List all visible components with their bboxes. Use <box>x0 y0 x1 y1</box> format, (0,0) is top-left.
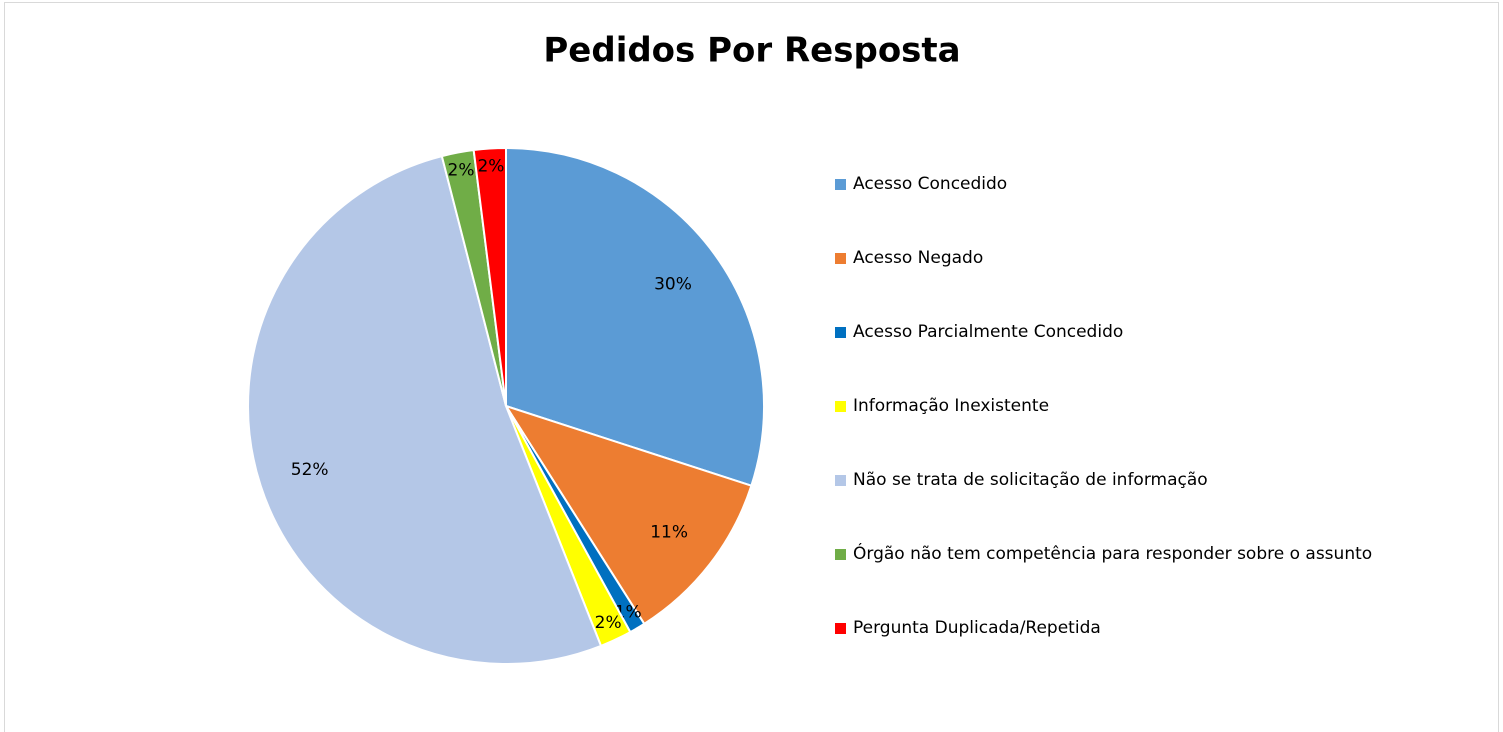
legend-label: Pergunta Duplicada/Repetida <box>853 618 1101 638</box>
legend-swatch <box>835 475 846 486</box>
pie-slice <box>472 146 507 407</box>
legend-label: Acesso Parcialmente Concedido <box>853 322 1123 342</box>
legend-swatch <box>835 253 846 264</box>
data-label: 2% <box>448 160 475 180</box>
legend-label: Acesso Negado <box>853 248 983 268</box>
pie-slice <box>247 154 603 665</box>
legend-label: Acesso Concedido <box>853 174 1007 194</box>
pie-slice <box>503 404 753 626</box>
data-label: 52% <box>291 460 329 480</box>
legend-swatch <box>835 623 846 634</box>
legend-label: Não se trata de solicitação de informaçã… <box>853 470 1208 490</box>
data-label: 30% <box>654 275 692 295</box>
legend-swatch <box>835 401 846 412</box>
legend-label: Informação Inexistente <box>853 396 1049 416</box>
legend-swatch <box>835 179 846 190</box>
legend-swatch <box>835 549 846 560</box>
chart-title: Pedidos Por Resposta <box>543 31 960 71</box>
data-label: 2% <box>477 157 504 177</box>
data-label: 11% <box>650 523 688 543</box>
pie-slice <box>505 146 765 487</box>
legend-label: Órgão não tem competência para responder… <box>853 542 1372 564</box>
data-label: 2% <box>595 613 622 633</box>
legend-swatch <box>835 327 846 338</box>
